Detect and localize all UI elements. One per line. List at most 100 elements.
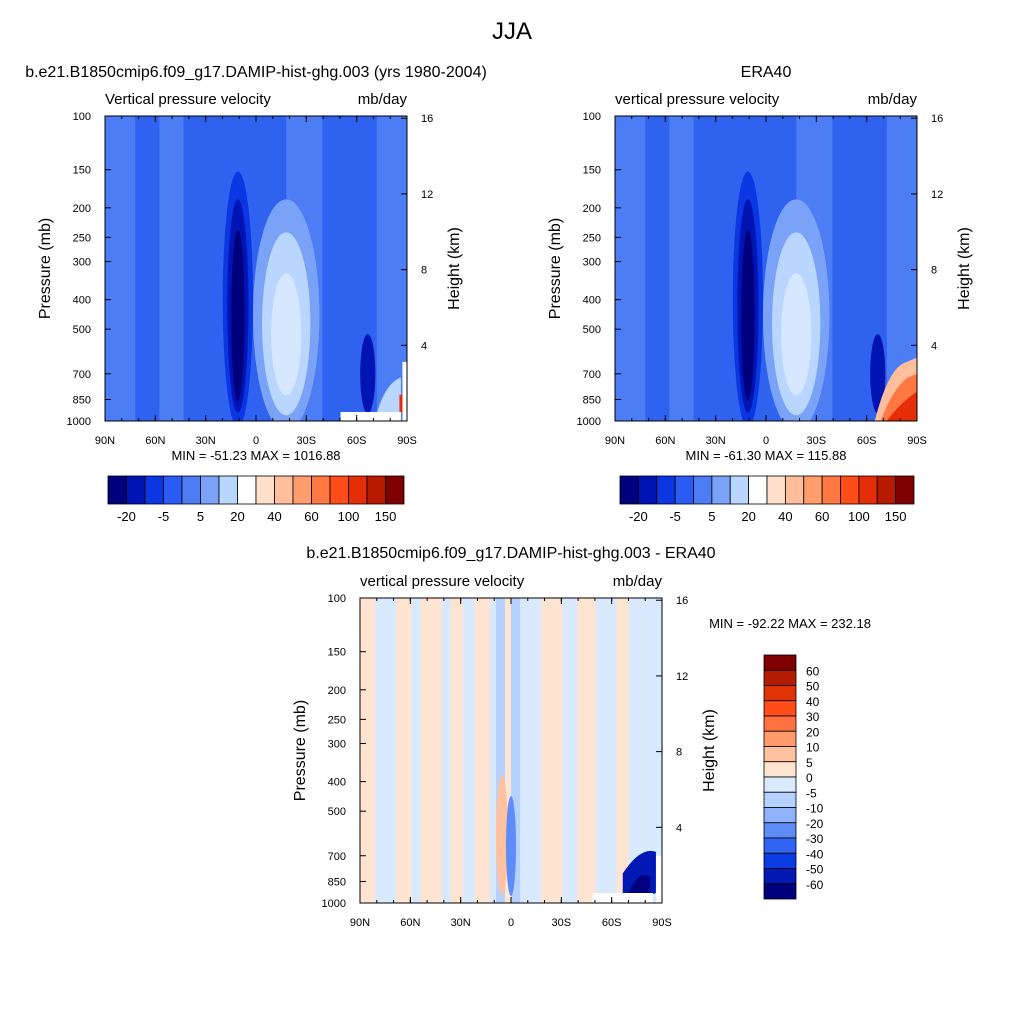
field-blob xyxy=(628,875,650,893)
chart-subtitle-right: mb/day xyxy=(613,573,663,590)
field-band xyxy=(474,598,490,903)
y-tick-label: 250 xyxy=(328,714,346,726)
colorbar-swatch xyxy=(729,475,750,505)
colorbar-label: 5 xyxy=(197,509,204,524)
colorbar-swatch xyxy=(763,837,797,854)
y2-tick-label: 16 xyxy=(421,113,433,125)
field-band xyxy=(541,598,563,903)
field-blob xyxy=(495,775,508,896)
colorbar-swatch xyxy=(784,475,805,505)
y-tick-label: 250 xyxy=(73,232,91,244)
colorbar-swatch xyxy=(274,475,294,505)
chart-subtitle-left: vertical pressure velocity xyxy=(615,91,780,108)
y2-tick-label: 8 xyxy=(931,265,937,277)
colorbar-label: 100 xyxy=(848,509,870,524)
chart-subtitle-left: vertical pressure velocity xyxy=(360,573,525,590)
y-tick-label: 150 xyxy=(583,165,601,177)
y2-tick-label: 4 xyxy=(421,340,427,352)
field-band xyxy=(376,116,407,421)
colorbar-label: 20 xyxy=(806,725,820,739)
field-contour xyxy=(886,391,917,421)
y-tick-label: 500 xyxy=(583,324,601,336)
colorbar-swatch xyxy=(763,746,797,763)
colorbar-swatch xyxy=(748,475,768,505)
colorbar-label: -20 xyxy=(806,817,824,831)
y-tick-label: 400 xyxy=(73,295,91,307)
field-missing xyxy=(402,361,407,421)
chart-title: ERA40 xyxy=(741,64,792,81)
colorbar-label: 60 xyxy=(806,664,820,678)
x-tick-label: 60N xyxy=(145,435,165,447)
colorbar-swatch xyxy=(763,761,797,778)
x-tick-label: 90S xyxy=(652,917,672,929)
colorbar-label: 10 xyxy=(806,741,820,755)
y-tick-label: 200 xyxy=(583,203,601,215)
colorbar-label: 20 xyxy=(741,509,755,524)
colorbar-label: -5 xyxy=(806,786,817,800)
colorbar-label: 100 xyxy=(338,509,360,524)
colorbar-swatch xyxy=(763,654,797,671)
y-tick-label: 500 xyxy=(73,324,91,336)
colorbar-swatch xyxy=(200,475,220,505)
y2-tick-label: 4 xyxy=(931,340,937,352)
stats-label: MIN = -92.22 MAX = 232.18 xyxy=(709,616,871,631)
field-band xyxy=(105,116,136,421)
x-tick-label: 30S xyxy=(552,917,572,929)
y-tick-label: 150 xyxy=(328,647,346,659)
colorbar-swatch xyxy=(763,685,797,702)
field-band xyxy=(616,598,629,903)
field-blob xyxy=(506,795,516,896)
colorbar-swatch xyxy=(763,715,797,732)
stats-label: MIN = -61.30 MAX = 115.88 xyxy=(686,448,847,463)
colorbar-label: -50 xyxy=(806,863,824,877)
field-band xyxy=(615,116,646,421)
field-band xyxy=(360,598,376,903)
y-tick-label: 1000 xyxy=(67,416,91,428)
colorbar-swatch xyxy=(763,791,797,808)
y-tick-label: 300 xyxy=(328,739,346,751)
y-tick-label: 250 xyxy=(583,232,601,244)
colorbar-swatch xyxy=(840,475,860,505)
y-tick-label: 150 xyxy=(73,165,91,177)
colorbar-label: 150 xyxy=(375,509,397,524)
colorbar-swatch xyxy=(348,475,368,505)
colorbar-swatch xyxy=(329,475,349,505)
chart-panel-3: b.e21.B1850cmip6.f09_g17.DAMIP-hist-ghg.… xyxy=(292,545,871,929)
x-tick-label: 90N xyxy=(605,435,625,447)
colorbar-label: 5 xyxy=(806,756,813,770)
field-band xyxy=(495,598,505,903)
colorbar-swatch xyxy=(163,475,183,505)
heatmap-field xyxy=(360,598,662,903)
heatmap-field xyxy=(615,116,917,421)
colorbar-label: 30 xyxy=(806,710,820,724)
y-tick-label: 850 xyxy=(328,876,346,888)
y2-tick-label: 16 xyxy=(676,595,688,607)
y2-tick-label: 12 xyxy=(676,671,688,683)
x-tick-label: 90N xyxy=(95,435,115,447)
colorbar-label: -20 xyxy=(629,509,648,524)
y-axis-label: Pressure (mb) xyxy=(547,218,564,319)
colorbar-label: 20 xyxy=(230,509,244,524)
colorbar-swatch xyxy=(311,475,331,505)
colorbar-swatch xyxy=(766,475,786,505)
y2-tick-label: 8 xyxy=(421,265,427,277)
stats-label: MIN = -51.23 MAX = 1016.88 xyxy=(171,448,340,463)
x-tick-label: 0 xyxy=(508,917,514,929)
colorbar-swatch xyxy=(366,475,386,505)
x-tick-label: 30S xyxy=(807,435,827,447)
chart-title: b.e21.B1850cmip6.f09_g17.DAMIP-hist-ghg.… xyxy=(306,545,715,562)
y-tick-label: 300 xyxy=(583,257,601,269)
colorbar-swatch xyxy=(803,475,823,505)
colorbar-label: 0 xyxy=(806,771,813,785)
y2-tick-label: 8 xyxy=(676,747,682,759)
x-tick-label: 60N xyxy=(400,917,420,929)
y-tick-label: 1000 xyxy=(322,898,346,910)
field-band xyxy=(159,116,184,421)
y2-axis-label: Height (km) xyxy=(446,227,463,310)
x-tick-label: 0 xyxy=(763,435,769,447)
colorbar-swatch xyxy=(858,475,878,505)
colorbar-swatch xyxy=(763,776,797,793)
field-band xyxy=(450,598,463,903)
colorbar-label: 150 xyxy=(885,509,907,524)
